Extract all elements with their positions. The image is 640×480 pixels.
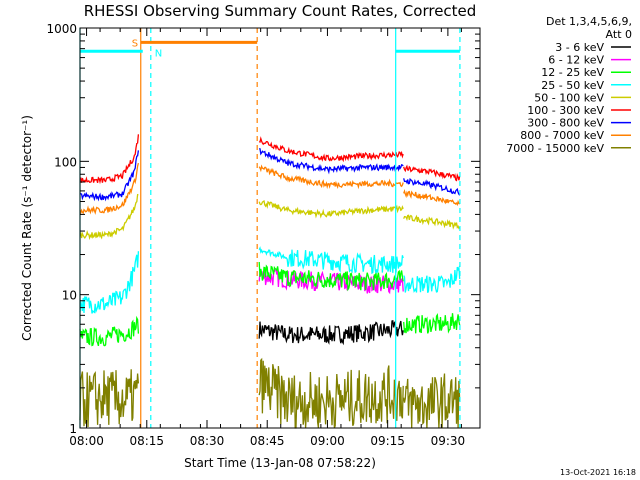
series-line-12_25 xyxy=(403,312,461,334)
series-line-100_300 xyxy=(79,134,140,185)
series-line-25_50 xyxy=(79,251,140,314)
x-tick-label: 09:15 xyxy=(370,434,405,448)
series-line-300_800 xyxy=(259,148,404,175)
x-axis-label: Start Time (13-Jan-08 07:58:22) xyxy=(184,456,376,470)
axes: 08:00 08:15 08:30 08:45 09:00 09:15 09:30 1 10 10… xyxy=(46,22,480,448)
series-line-800_7000 xyxy=(403,188,460,207)
chart-title: RHESSI Observing Summary Count Rates, Co… xyxy=(84,2,477,20)
series-line-50_100 xyxy=(258,199,404,219)
legend-label-25_50: 25 - 50 keV xyxy=(541,79,604,92)
detector-header-line2: Att 0 xyxy=(606,28,632,41)
legend-label-800_7000: 800 - 7000 keV xyxy=(520,129,604,142)
legend-label-3_6: 3 - 6 keV xyxy=(555,41,604,54)
detector-header-line1: Det 1,3,4,5,6,9, xyxy=(546,15,632,28)
y-tick-label: 1000 xyxy=(46,22,77,36)
x-tick-label: 08:15 xyxy=(129,434,164,448)
timestamp: 13-Oct-2021 16:18 xyxy=(560,468,636,477)
x-tick-label: 08:00 xyxy=(69,434,104,448)
series-line-7000_15000 xyxy=(403,373,461,429)
series-line-100_300 xyxy=(258,136,404,163)
series-line-800_7000 xyxy=(79,162,140,215)
series-line-7000_15000 xyxy=(79,369,140,428)
x-tick-label: 09:00 xyxy=(310,434,345,448)
legend-label-12_25: 12 - 25 keV xyxy=(541,66,604,79)
x-tick-label: 09:30 xyxy=(431,434,466,448)
series-line-12_25 xyxy=(79,315,140,347)
series-line-50_100 xyxy=(79,193,139,241)
y-axis-label: Corrected Count Rate (s⁻¹ detector⁻¹) xyxy=(20,115,34,341)
plot-frame xyxy=(79,27,481,429)
series-line-300_800 xyxy=(403,177,461,196)
data-traces xyxy=(79,134,461,429)
y-tick-label: 1 xyxy=(69,422,77,436)
legend-label-100_300: 100 - 300 keV xyxy=(527,104,604,117)
series-line-50_100 xyxy=(403,214,461,230)
series-line-7000_15000 xyxy=(258,357,404,429)
series-line-25_50 xyxy=(403,265,461,293)
legend-label-300_800: 300 - 800 keV xyxy=(527,117,604,130)
y-tick-label: 100 xyxy=(54,155,77,169)
series-line-300_800 xyxy=(79,150,140,202)
series-line-12_25 xyxy=(258,261,404,292)
legend-label-6_12: 6 - 12 keV xyxy=(548,54,604,67)
legend-label-50_100: 50 - 100 keV xyxy=(534,91,604,104)
x-tick-label: 08:45 xyxy=(250,434,285,448)
series-line-800_7000 xyxy=(258,164,404,190)
night-label: N xyxy=(155,48,162,59)
y-tick-label: 10 xyxy=(62,289,77,303)
series-line-3_6 xyxy=(258,319,404,346)
x-tick-label: 08:30 xyxy=(190,434,225,448)
saa-label: S xyxy=(132,38,138,49)
series-line-25_50 xyxy=(258,246,404,275)
legend-label-7000_15000: 7000 - 15000 keV xyxy=(506,142,604,155)
series-line-100_300 xyxy=(403,164,461,182)
